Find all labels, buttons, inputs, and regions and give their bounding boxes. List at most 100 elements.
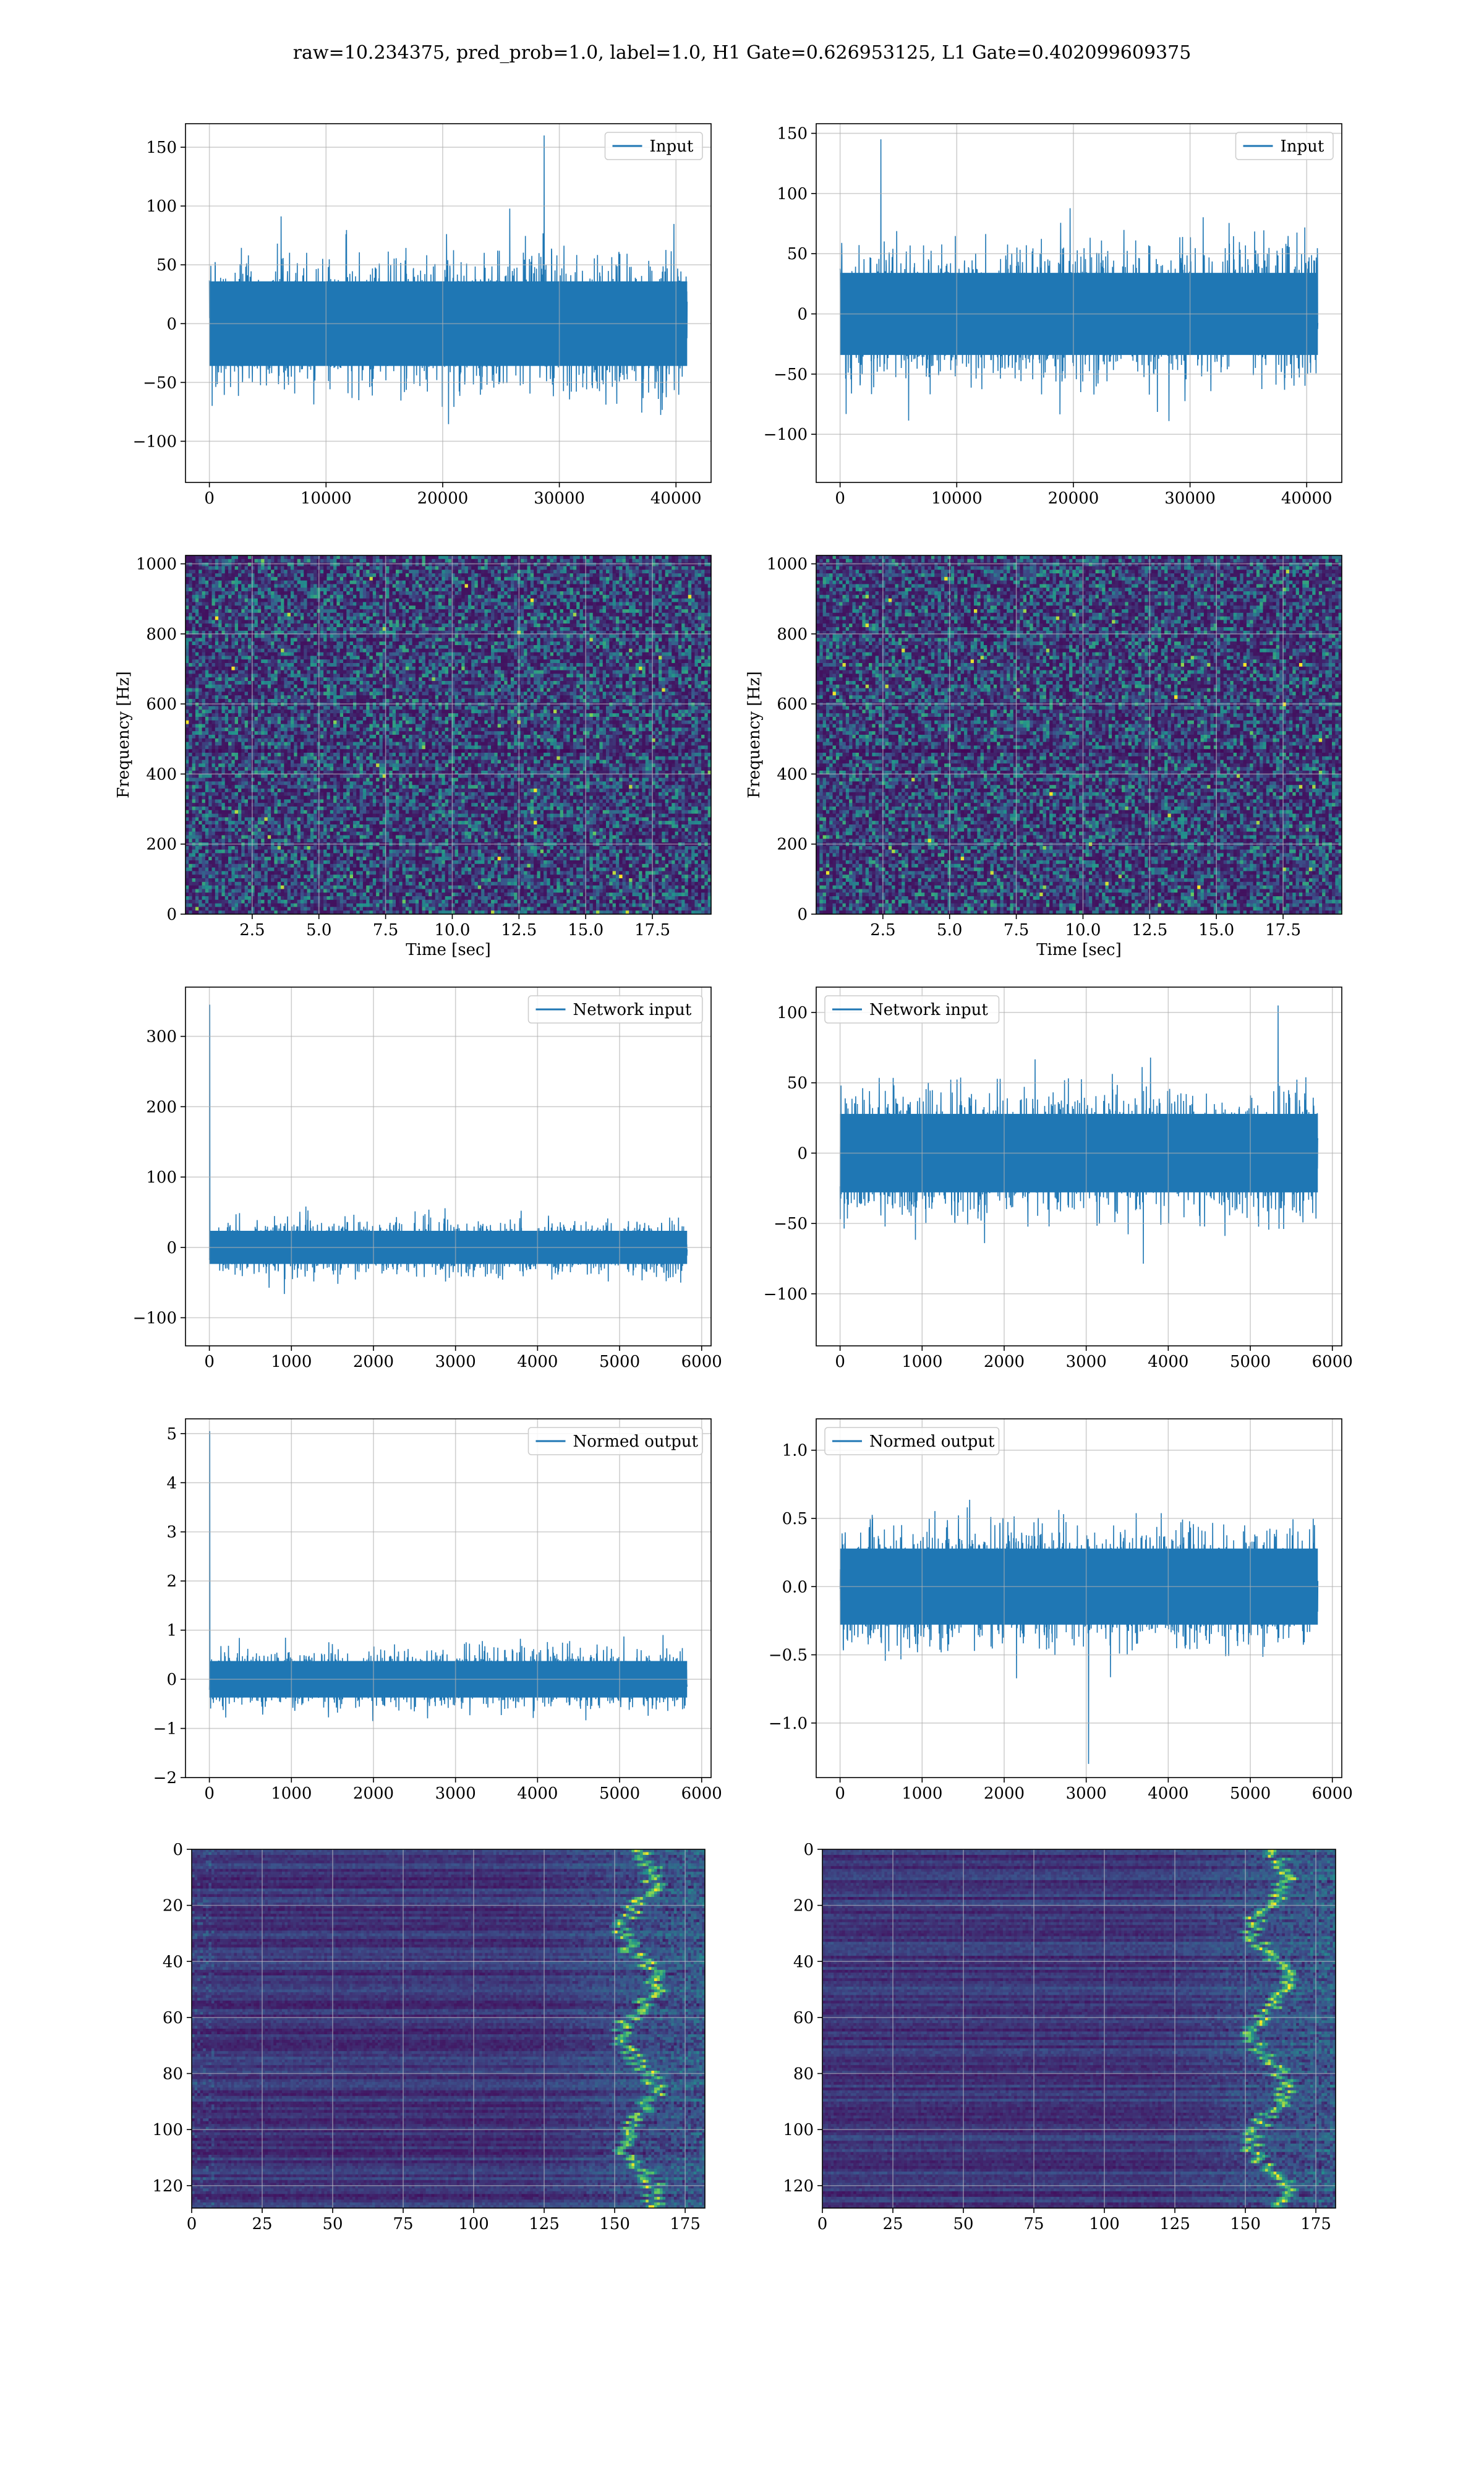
y-tick-label: 200 [146,1098,177,1116]
x-tick-label: 3000 [1066,1353,1107,1371]
x-tick-label: 2000 [353,1784,394,1803]
x-tick-label: 100 [1089,2215,1120,2233]
y-tick-label: 120 [783,2177,814,2196]
y-tick-label: 50 [156,256,177,275]
chart-input-h1: 0 10000 20000 30000 40000 −100 −50 0 50 100 150 Inp… [99,118,736,532]
series-line-input-h1 [210,135,688,424]
plot-area [210,135,688,424]
chart-spec-l1: 2.5 5.0 7.5 10.0 12.5 15.0 17.5 0 200 400 600 800 10… [730,549,1367,964]
x-tick-label: 125 [1159,2215,1190,2233]
legend: Input [605,132,703,160]
x-tick-label: 0 [204,489,215,508]
x-tick-label: 4000 [517,1353,558,1371]
x-tick-label: 2000 [984,1784,1025,1803]
chart-spec-h1: 2.5 5.0 7.5 10.0 12.5 15.0 17.5 0 200 400 600 800 10… [99,549,736,964]
plot-area [816,555,1342,915]
y-tick-label: −100 [133,432,177,451]
y-tick-label: 3 [166,1523,177,1542]
x-tick-label: 25 [252,2215,272,2233]
series-line-normout-l1 [840,1500,1318,1764]
plot-area [840,139,1318,421]
x-tick-label: 6000 [1312,1784,1353,1803]
y-axis-label: Frequency [Hz] [745,671,764,798]
x-tick-label: 12.5 [501,921,537,940]
x-tick-label: 6000 [681,1784,722,1803]
plot-area [840,1500,1318,1764]
heatmap-cells [816,555,1342,915]
x-tick-label: 40000 [650,489,702,508]
y-tick-label: 60 [163,2009,183,2027]
x-tick-label: 0 [187,2215,197,2233]
plot-area [210,1004,688,1294]
x-tick-label: 125 [529,2215,560,2233]
y-tick-label: 800 [777,625,808,644]
chart-svg-spec-l1: 2.5 5.0 7.5 10.0 12.5 15.0 17.5020040060080010… [730,549,1367,964]
x-tick-label: 1000 [271,1353,312,1371]
x-tick-label: 2000 [353,1353,394,1371]
y-tick-label: 1000 [767,555,808,574]
y-tick-label: 0.0 [782,1578,808,1596]
legend: Network input [529,996,703,1023]
legend: Normed output [529,1427,703,1455]
x-tick-label: 5000 [1230,1353,1271,1371]
x-tick-label: 75 [393,2215,413,2233]
y-tick-label: 0 [173,1843,183,1859]
legend-label: Input [650,137,694,156]
y-tick-label: −50 [143,374,177,392]
y-tick-label: −2 [153,1769,177,1787]
y-tick-label: 400 [777,765,808,784]
y-tick-label: −1.0 [769,1714,808,1733]
y-tick-label: −100 [764,426,808,444]
x-tick-label: 100 [458,2215,489,2233]
grid-lines [186,987,711,1346]
chart-netin-l1: 0 1000 2000 3000 4000 5000 6000 −100 −50 0 50 100 Ne… [730,981,1367,1395]
y-tick-label: 100 [783,2121,814,2139]
x-tick-label: 0 [835,1353,845,1371]
y-tick-label: 800 [146,625,177,644]
y-tick-label: 100 [777,1004,808,1022]
y-tick-label: −0.5 [769,1646,808,1665]
x-tick-label: 1000 [902,1784,942,1803]
plot-area [192,1849,706,2209]
y-tick-label: 100 [152,2121,183,2139]
axes-frame [186,987,711,1346]
x-tick-label: 3000 [435,1784,476,1803]
x-axis-label: Time [sec] [1036,941,1122,959]
x-tick-label: 12.5 [1132,921,1167,940]
y-tick-label: 0 [797,1144,808,1163]
x-tick-label: 30000 [534,489,585,508]
x-tick-label: 4000 [1148,1353,1188,1371]
y-tick-label: 300 [146,1028,177,1047]
y-tick-label: 80 [793,2065,814,2084]
y-tick-label: −100 [764,1285,808,1304]
y-tick-label: 400 [146,765,177,784]
legend-label: Network input [869,1001,988,1019]
chart-svg-normout-l1: 0 1000 2000 3000 4000 5000 6000−1.0−0.50.00.51… [730,1413,1367,1827]
y-tick-label: 50 [787,1074,808,1093]
y-tick-label: −50 [774,366,808,384]
x-tick-label: 1000 [271,1784,312,1803]
y-tick-label: −1 [153,1720,177,1739]
x-tick-label: 0 [835,489,845,508]
y-tick-label: 120 [152,2177,183,2196]
x-tick-label: 175 [1300,2215,1331,2233]
x-tick-label: 6000 [1312,1353,1353,1371]
y-tick-label: 1 [166,1622,177,1640]
legend-label: Normed output [869,1432,995,1451]
plot-area [822,1849,1336,2209]
x-tick-label: 50 [953,2215,973,2233]
x-tick-label: 175 [670,2215,701,2233]
chart-svg-spec-h1: 2.5 5.0 7.5 10.0 12.5 15.0 17.5020040060080010… [99,549,736,964]
y-tick-label: 0 [797,905,808,924]
x-tick-label: 25 [882,2215,903,2233]
y-tick-label: 0 [803,1843,814,1859]
x-tick-label: 50 [322,2215,343,2233]
x-tick-label: 2.5 [239,921,265,940]
plot-area [210,1431,688,1721]
chart-normout-h1: 0 1000 2000 3000 4000 5000 6000 −2 −1 0 1 2 3 4 5 Norme… [99,1413,736,1827]
y-tick-label: 4 [166,1474,177,1492]
x-tick-label: 30000 [1164,489,1216,508]
